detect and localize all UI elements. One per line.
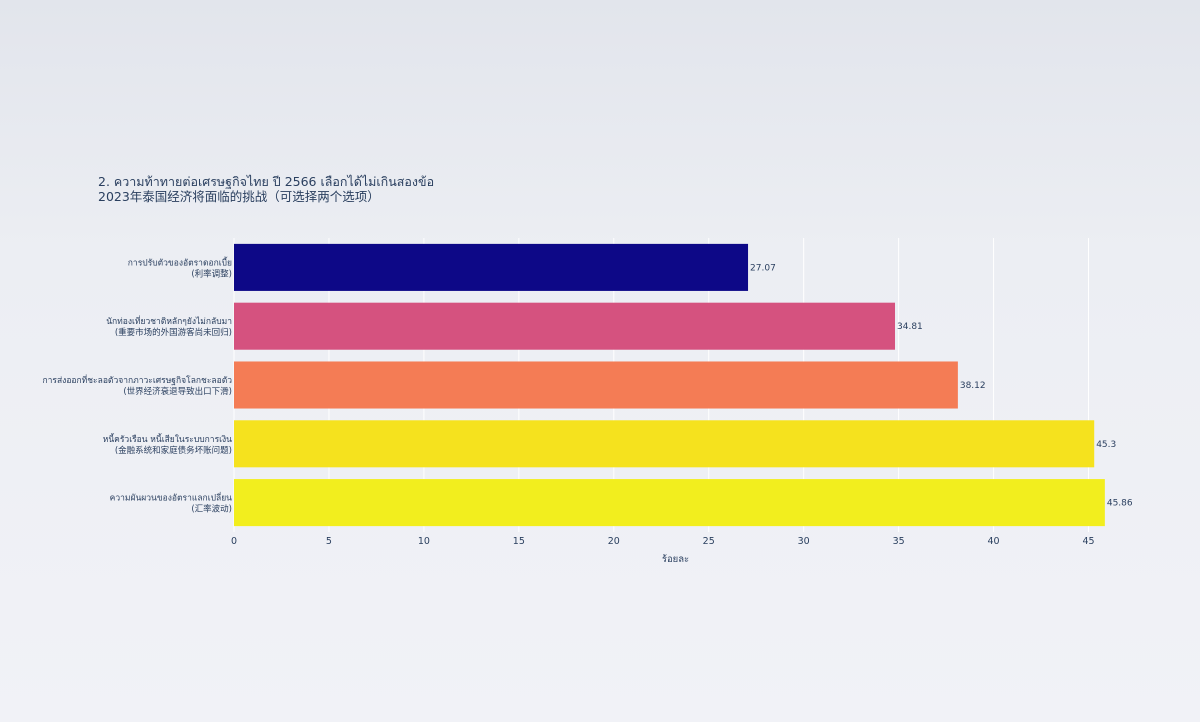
x-tick-label: 10 [418,536,430,547]
x-axis-title: ร้อยละ [662,554,689,565]
category-label-line1: การส่งออกที่ชะลอตัวจากภาวะเศรษฐกิจโลกชะล… [43,374,233,386]
bar-value-label: 38.12 [960,381,986,391]
bar [234,302,896,350]
category-label-line1: หนี้ครัวเรือน หนี้เสียในระบบการเงิน [103,433,232,445]
category-label-line1: นักท่องเที่ยวชาติหลักๆยังไม่กลับมา [106,315,232,327]
category-labels: การปรับตัวของอัตราดอกเบี้ย(利率调整) นักท่องเ… [43,256,233,514]
value-labels: 27.07 34.81 38.12 45.3 45.86 [750,263,1133,508]
chart-title: 2. ความท้าทายต่อเศรษฐกิจไทย ปี 2566 เลือ… [98,174,434,204]
bar [234,479,1105,527]
x-tick-label: 30 [798,536,810,547]
bars [234,243,1105,527]
bar-value-label: 27.07 [750,263,776,273]
x-tick-label: 25 [703,536,715,547]
category-label-line1: การปรับตัวของอัตราดอกเบี้ย [128,256,232,268]
bar [234,361,958,409]
bar [234,420,1095,468]
x-tick-label: 40 [988,536,1000,547]
x-tick-label: 35 [893,536,905,547]
x-tick-label: 15 [513,536,525,547]
x-tick-label: 20 [608,536,620,547]
bar-value-label: 34.81 [897,322,923,332]
bar-value-label: 45.86 [1107,499,1133,509]
category-label-line2: (重要市场的外国游客尚未回归) [115,327,232,338]
category-label-line1: ความผันผวนของอัตราแลกเปลี่ยน [110,492,233,504]
bar-value-label: 45.3 [1096,440,1116,450]
category-label-line2: (金融系统和家庭债务坏账问题) [115,445,232,456]
x-tick-labels: 0 5 10 15 20 25 30 35 40 45 [231,536,1095,547]
category-label-line2: (汇率波动) [191,504,232,515]
x-tick-label: 5 [326,536,332,547]
chart-title-line1: 2. ความท้าทายต่อเศรษฐกิจไทย ปี 2566 เลือ… [98,174,435,189]
category-label-line2: (世界经济衰退导致出口下滑) [123,386,232,397]
x-tick-label: 0 [231,536,237,547]
category-label-line2: (利率调整) [191,268,232,279]
x-tick-label: 45 [1082,536,1094,547]
bar [234,243,749,291]
chart-title-line2: 2023年泰国经济将面临的挑战（可选择两个选项） [98,189,380,204]
